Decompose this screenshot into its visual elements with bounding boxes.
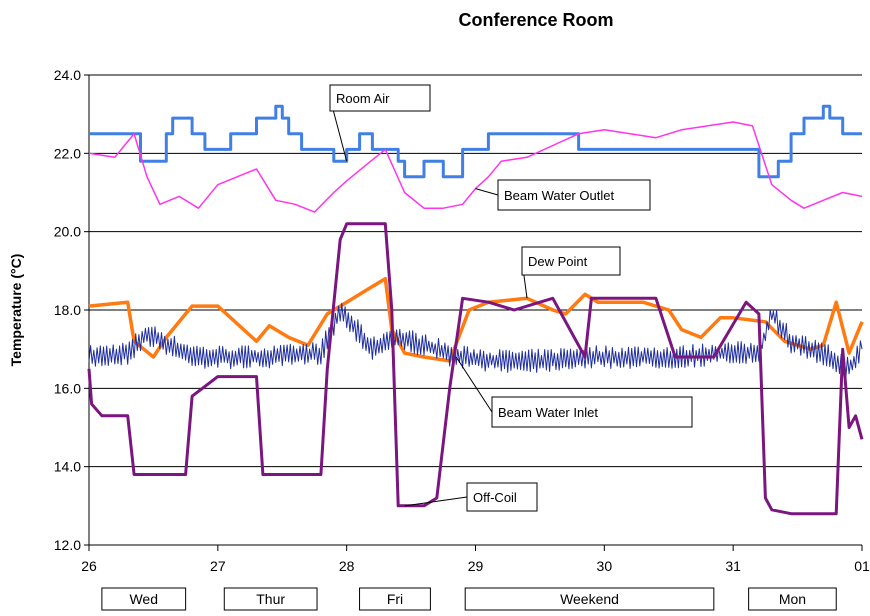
day-box [223,587,318,611]
series-line-beam-water-inlet [88,302,863,378]
callout-label: Off-Coil [473,490,517,505]
callout-leader [455,356,493,413]
series-line-off-coil [87,222,864,516]
y-tick-label: 20.0 [54,224,81,240]
day-label: Thur [256,591,285,607]
y-tick-label: 12.0 [54,537,81,553]
callout-box [329,84,431,112]
day-label: Weekend [560,591,619,607]
callout-box [521,246,621,276]
callout-leader [475,188,499,196]
callouts: Room Air Beam Water Outlet Dew Point Beam W… [329,84,693,512]
y-axis-title: Temperature (°C) [8,254,24,367]
day-label: Mon [779,591,806,607]
series-layer [87,104,864,516]
callout-label: Beam Water Inlet [498,405,598,420]
callout-label: Room Air [336,91,390,106]
x-tick-label: 31 [725,558,741,574]
x-tick-label: 26 [81,558,97,574]
day-box [359,587,431,611]
x-tick-label: 28 [339,558,355,574]
callout-label: Dew Point [528,254,588,269]
callout-box [466,482,538,512]
series-line-beam-water-outlet [88,121,863,213]
y-tick-label: 14.0 [54,459,81,475]
day-box [748,587,837,611]
day-label: Wed [129,591,158,607]
series-line-dew-point [88,276,864,363]
day-label: Fri [387,591,403,607]
callout-label: Beam Water Outlet [504,188,614,203]
day-labels: Wed Thur Fri Weekend Mon [101,587,837,611]
x-tick-label: 01 [854,558,870,574]
day-box [464,587,715,611]
x-tick-label: 29 [468,558,484,574]
callout-box [491,396,693,428]
y-tick-label: 18.0 [54,302,81,318]
y-tick-label: 16.0 [54,380,81,396]
y-tick-label: 24.0 [54,67,81,83]
chart-title: Conference Room [458,10,613,30]
callout-box [497,179,651,211]
callout-leader [404,496,468,507]
day-box [101,587,187,611]
grid-lines [89,74,862,546]
axes: 12.0 14.0 16.0 18.0 20.0 22.0 24.0 26 27 28 29 30 31… [54,67,870,574]
x-tick-label: 27 [210,558,226,574]
x-tick-label: 30 [597,558,613,574]
y-tick-label: 22.0 [54,145,81,161]
series-line-room-air [89,104,862,179]
